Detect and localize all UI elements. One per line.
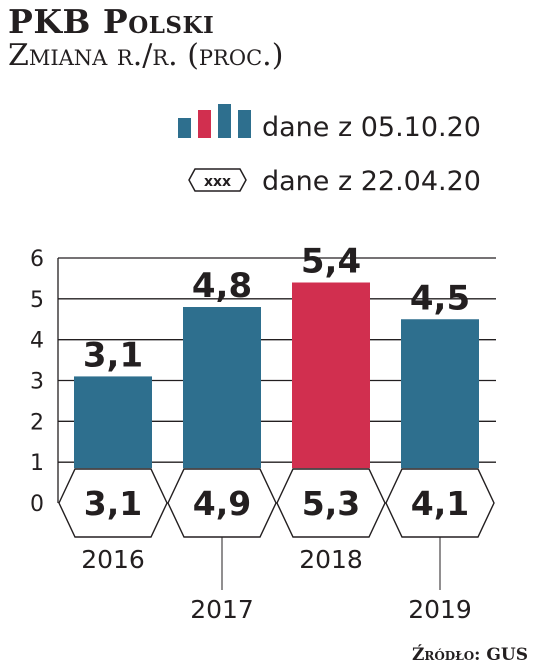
y-tick-label: 5: [30, 288, 44, 313]
x-tick-label: 2019: [408, 595, 472, 624]
legend-mini-bar: [238, 110, 251, 138]
previous-value-hexagon: [385, 468, 495, 538]
legend-mini-bar: [218, 104, 231, 138]
x-tick-label: 2018: [299, 545, 363, 574]
legend-mini-bar: [178, 118, 191, 138]
bar: [74, 376, 152, 469]
y-tick-label: 2: [30, 410, 44, 435]
y-tick-label: 1: [30, 451, 44, 476]
y-tick-label: 0: [30, 492, 44, 517]
plot-area: 0 1 2 3 4 5 6 3,1 4,8 5,4 4,5 3,1 4,9 5,3 4,1 2016 2017 2…: [30, 242, 496, 624]
legend-mini-bar: [198, 110, 211, 138]
legend-bar-icon: [178, 104, 251, 138]
bar-value-label: 5,4: [301, 242, 361, 282]
legend-label-previous: dane z 22.04.20: [262, 166, 481, 197]
previous-value-label: 4,9: [193, 484, 251, 523]
chart-title: PKB Polski: [8, 2, 215, 41]
bar-value-label: 4,8: [192, 266, 252, 306]
bar: [401, 319, 479, 469]
legend: dane z 05.10.20 xxx dane z 22.04.20: [178, 104, 481, 197]
chart-subtitle: Zmiana r./r. (proc.): [8, 38, 284, 73]
previous-value-hexagon: [58, 468, 168, 538]
bar: [183, 307, 261, 469]
y-tick-label: 4: [30, 329, 44, 354]
y-tick-label: 6: [30, 247, 44, 272]
x-tick-label: 2016: [81, 545, 145, 574]
x-tick-label: 2017: [190, 595, 254, 624]
bar-value-label: 4,5: [410, 278, 470, 318]
legend-label-current: dane z 05.10.20: [262, 112, 481, 143]
y-tick-label: 3: [30, 370, 44, 395]
bar-value-label: 3,1: [83, 335, 143, 375]
legend-hexagon-text: xxx: [204, 174, 231, 190]
bar: [292, 282, 370, 469]
previous-value-label: 5,3: [302, 484, 360, 523]
legend-hexagon-icon: xxx: [188, 168, 247, 192]
previous-value-label: 4,1: [411, 484, 469, 523]
previous-value-label: 3,1: [84, 484, 142, 523]
previous-value-hexagon: [276, 468, 386, 538]
source-note: Źródło: GUS: [412, 644, 528, 665]
previous-value-hexagon: [167, 468, 277, 538]
